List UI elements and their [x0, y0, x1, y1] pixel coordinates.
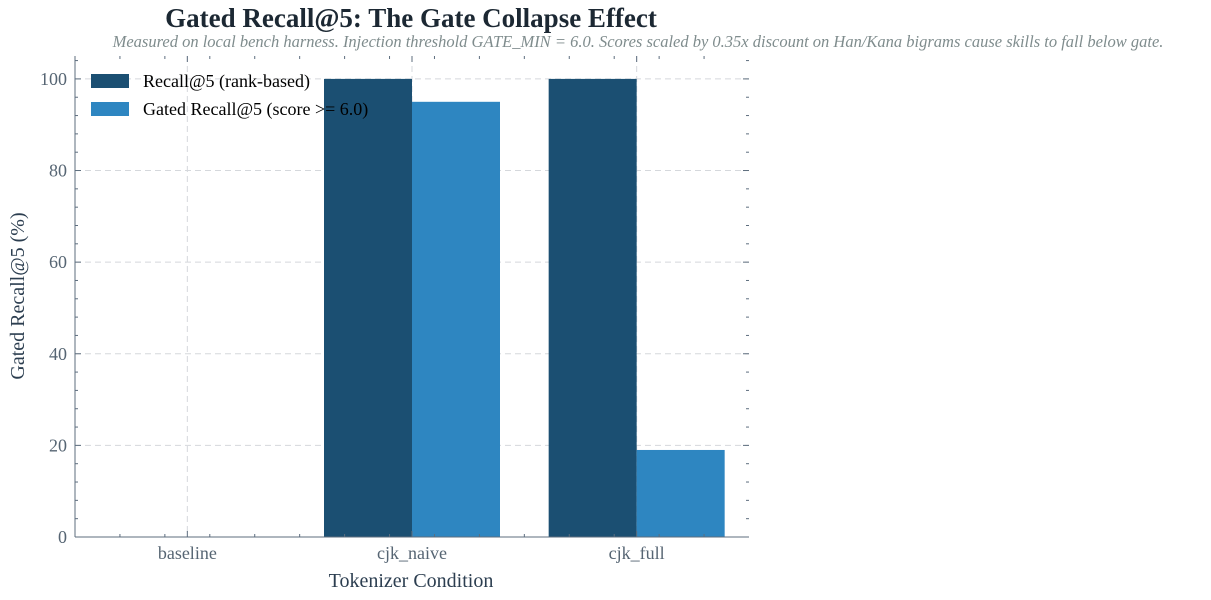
- axes: [74, 56, 749, 538]
- bar-cjk_naive-series-2: [412, 101, 500, 538]
- y-tick-label: 100: [40, 69, 67, 89]
- chart-subtitle: Measured on local bench harness. Injecti…: [112, 32, 1164, 51]
- bars: [324, 78, 725, 538]
- x-tick-label: cjk_naive: [377, 543, 447, 563]
- x-tick-label: baseline: [158, 543, 217, 563]
- legend-label: Recall@5 (rank-based): [143, 71, 310, 92]
- legend-label: Gated Recall@5 (score >= 6.0): [143, 99, 368, 120]
- x-axis-label: Tokenizer Condition: [329, 570, 494, 592]
- y-tick-label: 0: [58, 527, 67, 547]
- y-tick-label: 40: [49, 344, 67, 364]
- y-tick-label: 80: [49, 161, 67, 181]
- legend: Recall@5 (rank-based) Gated Recall@5 (sco…: [91, 71, 368, 120]
- y-axis-label: Gated Recall@5 (%): [7, 212, 29, 379]
- legend-swatch: [91, 102, 129, 116]
- tick-labels: 0 20 40 60 80 100 baseline cjk_naive cjk_full: [40, 69, 665, 563]
- y-tick-label: 20: [49, 435, 67, 455]
- y-tick-label: 60: [49, 252, 67, 272]
- chart-title: Gated Recall@5: The Gate Collapse Effect: [165, 3, 657, 33]
- bar-cjk_full-series-2: [636, 449, 725, 537]
- bar-cjk_naive-series-1: [324, 78, 412, 538]
- x-tick-label: cjk_full: [609, 543, 665, 563]
- bar-cjk_full-series-1: [548, 78, 637, 538]
- legend-swatch: [91, 74, 129, 88]
